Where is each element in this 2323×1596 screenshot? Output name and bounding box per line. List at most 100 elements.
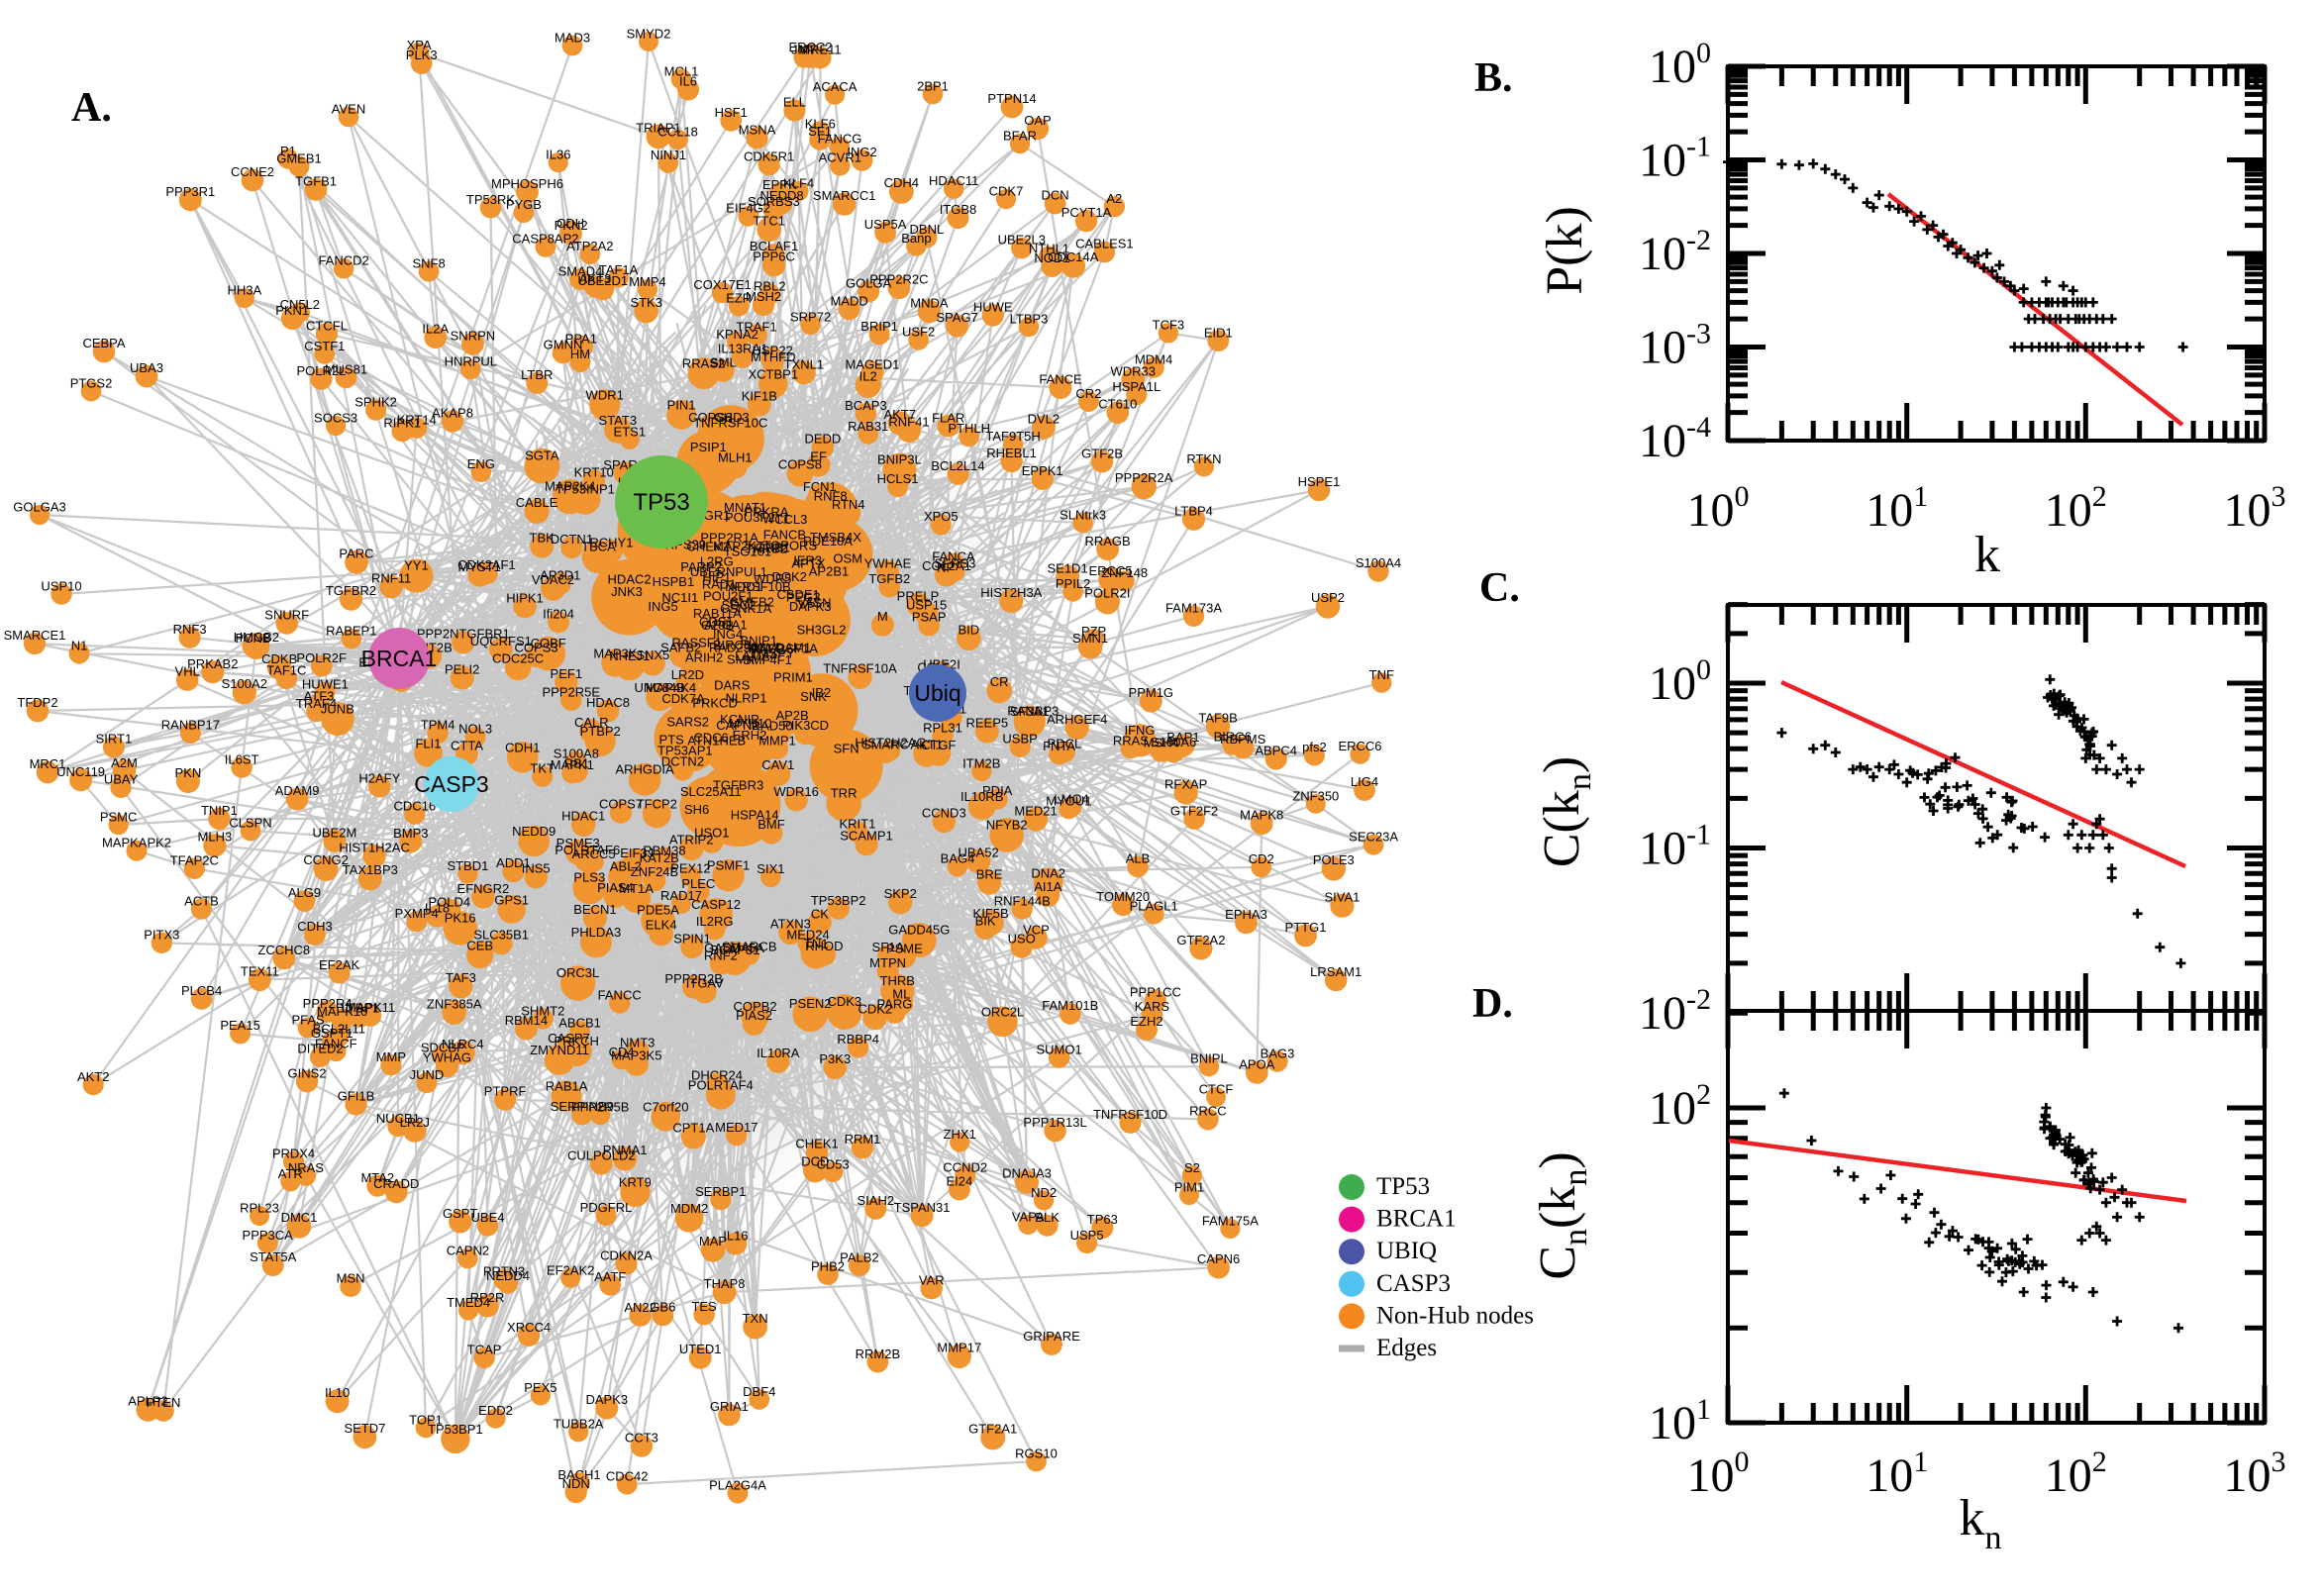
svg-text:USP22: USP22	[753, 343, 793, 357]
svg-text:SML: SML	[710, 354, 737, 369]
svg-text:PARG: PARG	[877, 997, 913, 1012]
svg-text:ADD1: ADD1	[496, 855, 531, 870]
svg-text:PLCB4: PLCB4	[181, 983, 222, 998]
svg-text:CABLES1: CABLES1	[1075, 237, 1134, 251]
svg-text:GINS2: GINS2	[287, 1065, 326, 1080]
svg-text:EF2AK2: EF2AK2	[547, 1262, 594, 1277]
svg-text:JMY: JMY	[791, 42, 817, 56]
svg-text:ERCC2: ERCC2	[788, 40, 832, 54]
svg-text:TGFB1: TGFB1	[295, 174, 337, 189]
svg-text:MMP: MMP	[376, 1049, 406, 1064]
svg-text:PDE5A: PDE5A	[637, 902, 679, 917]
svg-text:BAG4: BAG4	[941, 851, 975, 866]
svg-text:SMK: SMK	[727, 651, 756, 666]
svg-text:BIRC8: BIRC8	[713, 638, 751, 652]
svg-text:ATRIP2: ATRIP2	[669, 832, 714, 847]
svg-text:DARS: DARS	[714, 678, 750, 693]
svg-text:ACACA: ACACA	[813, 79, 858, 94]
svg-text:PKN2: PKN2	[555, 218, 588, 233]
svg-text:GADD45A: GADD45A	[704, 941, 764, 955]
svg-text:HMGB2: HMGB2	[234, 630, 279, 645]
svg-text:AN22: AN22	[624, 1300, 656, 1315]
svg-text:DCTN1: DCTN1	[551, 532, 593, 547]
svg-text:MAPKAPK2: MAPKAPK2	[102, 836, 171, 850]
svg-text:RAB31: RAB31	[848, 419, 888, 434]
svg-text:COBF: COBF	[531, 636, 566, 650]
svg-text:NEDD8: NEDD8	[760, 188, 804, 203]
svg-text:CHD3: CHD3	[714, 410, 749, 425]
svg-text:IFNG: IFNG	[1124, 723, 1155, 738]
svg-text:UBIQ: UBIQ	[1376, 1238, 1437, 1264]
svg-text:UNC119: UNC119	[56, 764, 105, 779]
svg-text:RAD17: RAD17	[660, 888, 702, 903]
svg-text:THAP8: THAP8	[704, 1276, 746, 1291]
svg-text:A2M: A2M	[111, 755, 138, 770]
svg-text:CCNE2: CCNE2	[231, 164, 274, 179]
svg-text:SKP2: SKP2	[884, 886, 917, 901]
svg-text:N1: N1	[71, 638, 88, 652]
svg-text:CD4: CD4	[609, 1045, 635, 1059]
svg-text:PYGB: PYGB	[506, 197, 542, 212]
svg-text:EZR: EZR	[726, 291, 752, 306]
svg-text:TNIP1: TNIP1	[201, 803, 238, 818]
svg-text:KARS: KARS	[1135, 999, 1170, 1014]
svg-text:102: 102	[2045, 480, 2107, 537]
svg-text:HSF1: HSF1	[715, 105, 748, 120]
svg-text:SMN1: SMN1	[1072, 631, 1108, 646]
svg-text:LTBP3: LTBP3	[1010, 311, 1049, 326]
svg-text:CASP7: CASP7	[548, 1031, 590, 1046]
svg-text:SERPINB9: SERPINB9	[551, 1099, 614, 1114]
svg-text:CDK7A: CDK7A	[661, 691, 705, 706]
svg-text:TAF9B: TAF9B	[1198, 711, 1238, 726]
svg-text:ZCCHC8: ZCCHC8	[257, 943, 310, 957]
svg-text:S100A8: S100A8	[554, 746, 599, 760]
svg-text:LRSAM1: LRSAM1	[1310, 964, 1362, 979]
svg-text:LIG4: LIG4	[1351, 774, 1378, 789]
svg-text:IL2RG: IL2RG	[696, 914, 734, 929]
svg-text:MAD3: MAD3	[555, 30, 590, 45]
svg-text:NDN: NDN	[562, 1476, 590, 1491]
svg-text:RRAGB: RRAGB	[1084, 534, 1130, 549]
svg-text:SPHK2: SPHK2	[354, 394, 397, 409]
svg-text:CSTF1: CSTF1	[304, 339, 345, 353]
svg-text:AVEN: AVEN	[332, 101, 365, 116]
svg-text:RRM2B: RRM2B	[856, 1347, 901, 1361]
svg-text:PEG3: PEG3	[786, 590, 821, 605]
svg-text:GTF2A2: GTF2A2	[1176, 933, 1225, 948]
svg-text:CDC25C: CDC25C	[492, 650, 544, 665]
svg-text:APLP2: APLP2	[128, 1394, 167, 1409]
svg-text:ITM2B: ITM2B	[962, 756, 1000, 771]
svg-text:ARHGDIA: ARHGDIA	[615, 762, 674, 777]
svg-text:SDC2: SDC2	[722, 598, 757, 613]
svg-text:COX17E1: COX17E1	[693, 277, 752, 292]
svg-text:BAP1: BAP1	[1166, 730, 1199, 745]
svg-text:PSME: PSME	[886, 941, 923, 955]
svg-text:UBE2M: UBE2M	[313, 826, 357, 841]
svg-text:PRKAB2: PRKAB2	[187, 656, 238, 671]
svg-text:CASP8AP2: CASP8AP2	[512, 232, 578, 247]
svg-text:k: k	[1974, 527, 2000, 583]
svg-text:UTED1: UTED1	[679, 1342, 722, 1356]
svg-text:KCNIP: KCNIP	[720, 712, 759, 727]
svg-text:HSPA14: HSPA14	[731, 807, 779, 822]
svg-text:RBPMS: RBPMS	[1220, 732, 1266, 747]
svg-text:CDC16: CDC16	[393, 798, 436, 813]
svg-text:SNRPN: SNRPN	[451, 328, 496, 343]
svg-text:YWHAE: YWHAE	[864, 556, 912, 571]
svg-text:ATR: ATR	[278, 1166, 303, 1181]
svg-text:CDKB: CDKB	[261, 651, 297, 666]
svg-text:MCL1: MCL1	[664, 63, 699, 78]
svg-text:OAP: OAP	[1024, 113, 1051, 128]
svg-text:PLAGL1: PLAGL1	[1130, 899, 1178, 914]
svg-text:PRTN3: PRTN3	[483, 1264, 525, 1279]
svg-text:VAPA: VAPA	[1012, 1209, 1045, 1224]
svg-text:RRAS2: RRAS2	[682, 356, 725, 371]
svg-text:BLK: BLK	[1035, 1210, 1060, 1225]
svg-text:BMF: BMF	[758, 817, 785, 832]
svg-text:Non-Hub nodes: Non-Hub nodes	[1376, 1302, 1534, 1329]
svg-text:PTPN14: PTPN14	[987, 91, 1036, 106]
svg-text:D.: D.	[1472, 981, 1513, 1027]
svg-text:IB2: IB2	[812, 685, 832, 700]
svg-text:P1: P1	[280, 144, 296, 158]
svg-text:PIAS2: PIAS2	[736, 1008, 772, 1023]
